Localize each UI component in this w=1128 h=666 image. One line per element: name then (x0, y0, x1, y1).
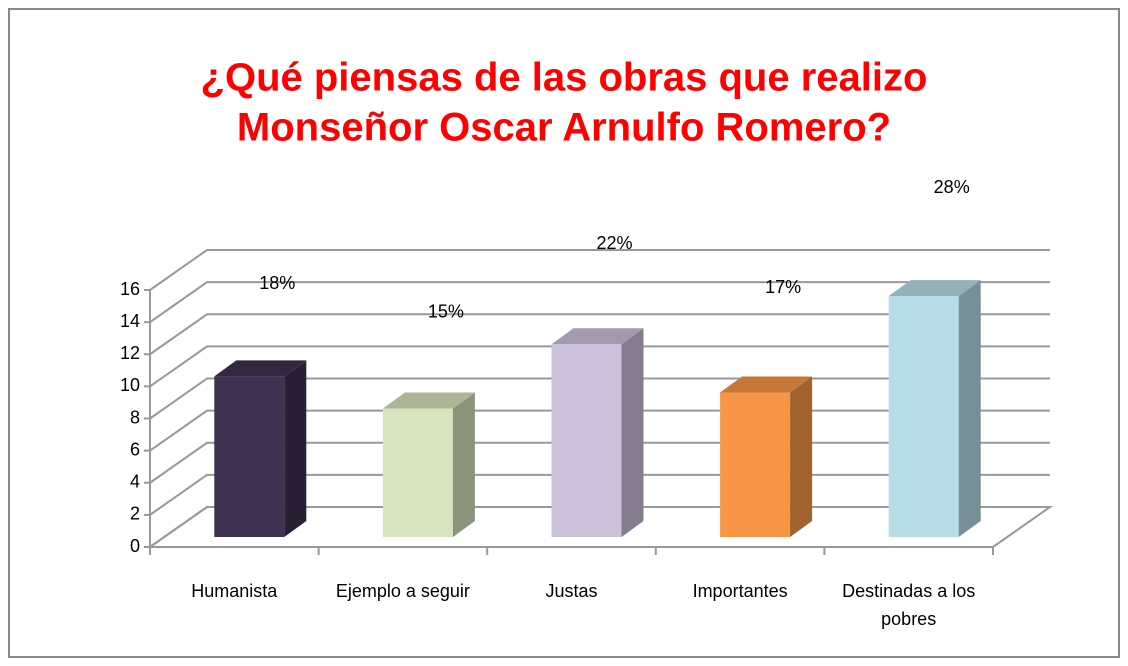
bar-face (382, 392, 475, 409)
y-tick-label: 12 (120, 343, 140, 363)
y-tick-label: 14 (120, 311, 140, 331)
data-label: 28% (934, 177, 970, 197)
bar-face (958, 280, 981, 537)
data-label: 22% (596, 233, 632, 253)
y-tick-label: 10 (120, 375, 140, 395)
grid-line (149, 281, 1050, 323)
chart-title: Monseñor Oscar Arnulfo Romero? (237, 106, 891, 150)
bar-face (284, 360, 307, 537)
bar-face (452, 392, 475, 537)
y-tick-label: 6 (130, 439, 140, 459)
x-tick-label: Justas (545, 581, 598, 601)
bar (214, 360, 307, 537)
bar-face (214, 360, 307, 377)
bar-face (551, 328, 644, 345)
data-label: 15% (428, 301, 464, 321)
y-tick-label: 16 (120, 279, 140, 299)
bar (551, 328, 644, 537)
x-tick-label: Humanista (191, 581, 278, 601)
frame (8, 8, 1120, 658)
data-label: 17% (765, 277, 801, 297)
x-tick-label: Destinadas a los pobres (842, 581, 976, 629)
data-label: 18% (259, 273, 295, 293)
y-tick-label: 0 (130, 536, 140, 556)
x-tick-label: Ejemplo a seguir (335, 581, 470, 601)
bar-face (214, 376, 285, 537)
x-tick-label: Importantes (692, 581, 788, 601)
bar-face (888, 280, 981, 297)
bar (720, 376, 813, 537)
y-tick-label: 8 (130, 407, 140, 427)
bar-face (720, 376, 813, 393)
bar-face (888, 296, 959, 537)
bar (888, 280, 981, 537)
y-tick-label: 2 (130, 504, 140, 524)
bar-face (621, 328, 644, 537)
bar (382, 392, 475, 537)
grid-line (149, 249, 1050, 291)
bar-face (720, 392, 791, 537)
y-tick-label: 4 (130, 472, 140, 492)
grid-line (149, 313, 1050, 356)
chart-title: ¿Qué piensas de las obras que realizo (201, 56, 928, 100)
bar-face (551, 344, 622, 537)
bar-face (382, 408, 453, 537)
grid-line (149, 345, 1050, 388)
bar-face (790, 376, 813, 537)
